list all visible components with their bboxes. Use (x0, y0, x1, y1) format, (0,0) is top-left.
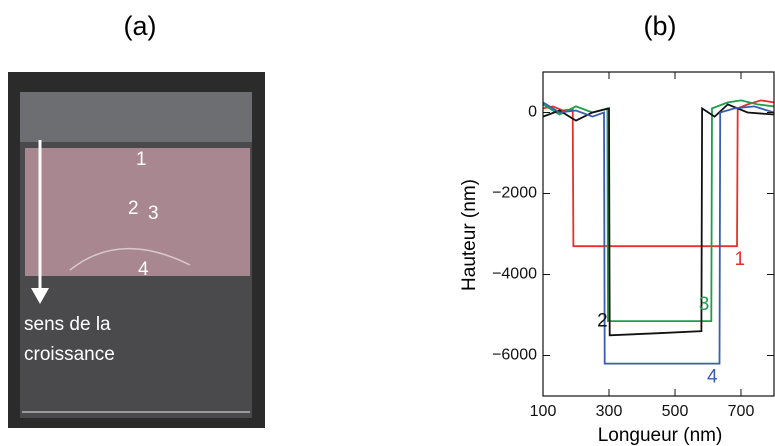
x-tick-label: 300 (596, 403, 623, 420)
x-axis-label: Longueur (nm) (598, 425, 723, 446)
panel-label: (b) (644, 11, 677, 41)
annotation: 2 (128, 198, 139, 219)
series-line (542, 103, 775, 337)
film-band (25, 148, 250, 276)
y-tick-label: 0 (528, 104, 537, 121)
x-tick-label: 700 (728, 403, 755, 420)
panel-label: (a) (124, 11, 157, 41)
series-line (542, 99, 775, 322)
arrow-label: croissance (24, 344, 115, 365)
annotation: 3 (148, 203, 159, 224)
arrow-head (31, 288, 49, 304)
y-tick-label: −6000 (492, 347, 537, 364)
series-label: 1 (734, 249, 745, 270)
film-edge (69, 248, 191, 271)
series-line (542, 99, 775, 248)
y-tick-label: −2000 (492, 185, 537, 202)
series-label: 2 (597, 310, 608, 331)
series-line (542, 101, 775, 365)
series-label: 4 (707, 367, 718, 388)
glass-top (20, 92, 252, 142)
y-axis-label: Hauteur (nm) (459, 179, 480, 291)
series-label: 3 (699, 294, 710, 315)
annotation: 4 (138, 259, 149, 280)
x-tick-label: 500 (662, 403, 689, 420)
photo: 1 2 3 4 sens de la croissance (8, 72, 265, 428)
plot-frame (542, 71, 775, 397)
arrow-label: sens de la (24, 314, 111, 335)
y-tick-label: −4000 (492, 266, 537, 283)
x-tick-label: 100 (530, 403, 557, 420)
annotation: 1 (136, 149, 147, 170)
